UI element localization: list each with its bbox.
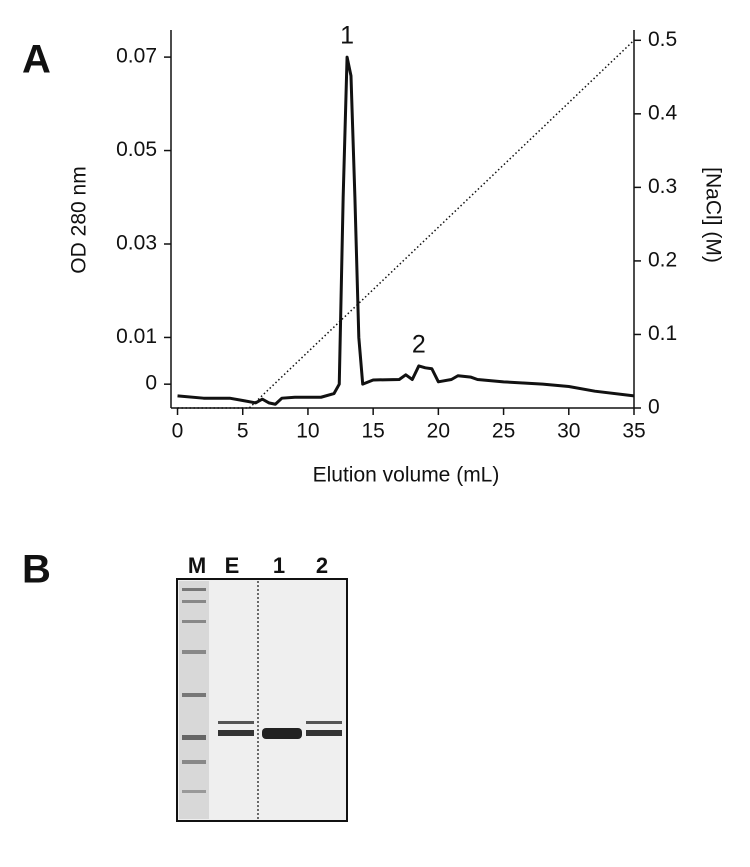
x-tick-label: 10 bbox=[296, 420, 319, 443]
y-tick-label: 0.05 bbox=[116, 138, 157, 161]
y2-tick-label: 0.1 bbox=[648, 322, 677, 345]
y2-tick-label: 0 bbox=[648, 396, 660, 419]
y2-tick-label: 0.5 bbox=[648, 28, 677, 51]
y2-tick-label: 0.3 bbox=[648, 175, 677, 198]
annotation: 1 bbox=[340, 22, 354, 50]
panel-label: B bbox=[22, 548, 51, 592]
series-line bbox=[177, 39, 635, 409]
y-tick-label: 0.03 bbox=[116, 232, 157, 255]
y-axis-title: OD 280 nm bbox=[68, 166, 91, 273]
lane-label: E bbox=[225, 553, 240, 578]
x-tick-label: 20 bbox=[427, 420, 450, 443]
lane-label: 2 bbox=[316, 553, 328, 578]
y-tick-label: 0 bbox=[145, 372, 157, 395]
lane-label: 1 bbox=[273, 553, 285, 578]
x-tick-label: 25 bbox=[492, 420, 515, 443]
gel bbox=[176, 578, 348, 822]
y2-axis-title: [NaCl] (M) bbox=[701, 167, 724, 263]
x-tick-label: 35 bbox=[622, 420, 645, 443]
x-tick-label: 0 bbox=[172, 420, 184, 443]
y2-tick-label: 0.2 bbox=[648, 248, 677, 271]
x-tick-label: 30 bbox=[557, 420, 580, 443]
x-tick-label: 5 bbox=[237, 420, 249, 443]
y-tick-label: 0.07 bbox=[116, 45, 157, 68]
y2-tick-label: 0.4 bbox=[648, 101, 678, 124]
series-line bbox=[177, 55, 635, 406]
y-tick-label: 0.01 bbox=[116, 325, 157, 348]
lane-label: M bbox=[188, 553, 206, 578]
annotation: 2 bbox=[412, 331, 426, 359]
panel-label: A bbox=[22, 38, 51, 82]
x-tick-label: 15 bbox=[361, 420, 384, 443]
x-axis-title: Elution volume (mL) bbox=[313, 464, 500, 487]
